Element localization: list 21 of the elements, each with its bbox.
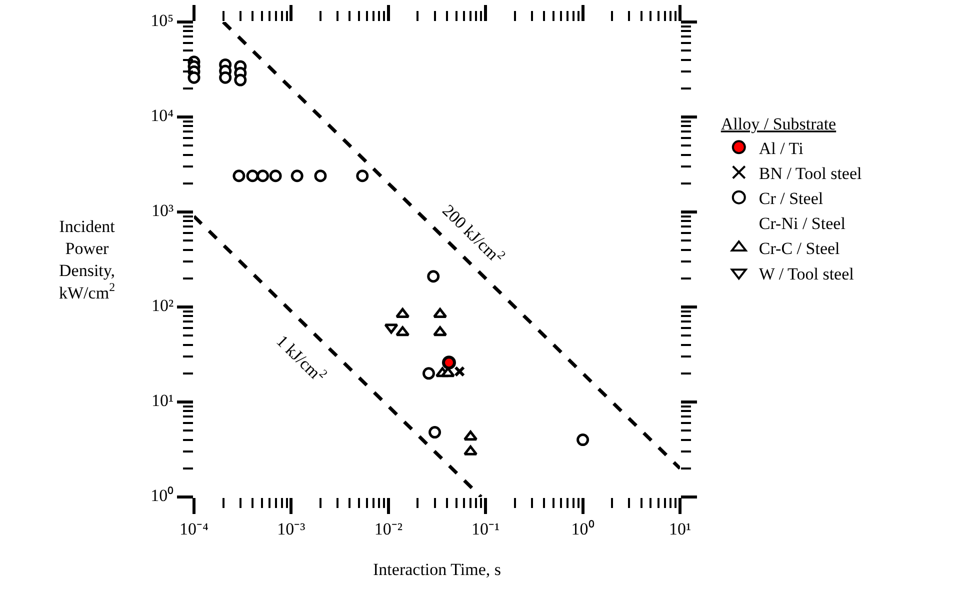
- y-tick-label: 10⁵: [150, 10, 174, 30]
- x-tick-label: 10⁻⁴: [180, 519, 209, 538]
- legend-label: BN / Tool steel: [758, 164, 862, 183]
- y-tick-label: 10³: [151, 200, 174, 220]
- text: Cr-Ni / Steel: [758, 214, 846, 234]
- legend-label: W / Tool steel: [758, 264, 854, 284]
- y-axis-title: Incident Power Density, kW/cm$^{2}$: [59, 217, 116, 302]
- x-tick-label: 10⁻³: [277, 519, 306, 538]
- y-tick-label: 10²: [151, 296, 174, 315]
- legend-label: Cr / Steel: [758, 188, 824, 208]
- y-tick-label: 10¹: [151, 390, 174, 410]
- legend-label: Cr-C / Steel: [758, 239, 840, 258]
- x-axis-title: Interaction Time, s: [373, 560, 501, 579]
- legend-title: Alloy / Substrate: [720, 114, 836, 134]
- y-tick-label: 10⁴: [150, 106, 174, 125]
- x-tick-label: 10⁰: [571, 519, 594, 538]
- x-tick-label: 10⁻¹: [472, 519, 500, 538]
- x-tick-label: 10¹: [668, 519, 692, 538]
- legend-label: Al / Ti: [758, 138, 804, 158]
- x-tick-label: 10⁻²: [374, 519, 402, 538]
- y-tick-label: 10⁰: [150, 486, 174, 505]
